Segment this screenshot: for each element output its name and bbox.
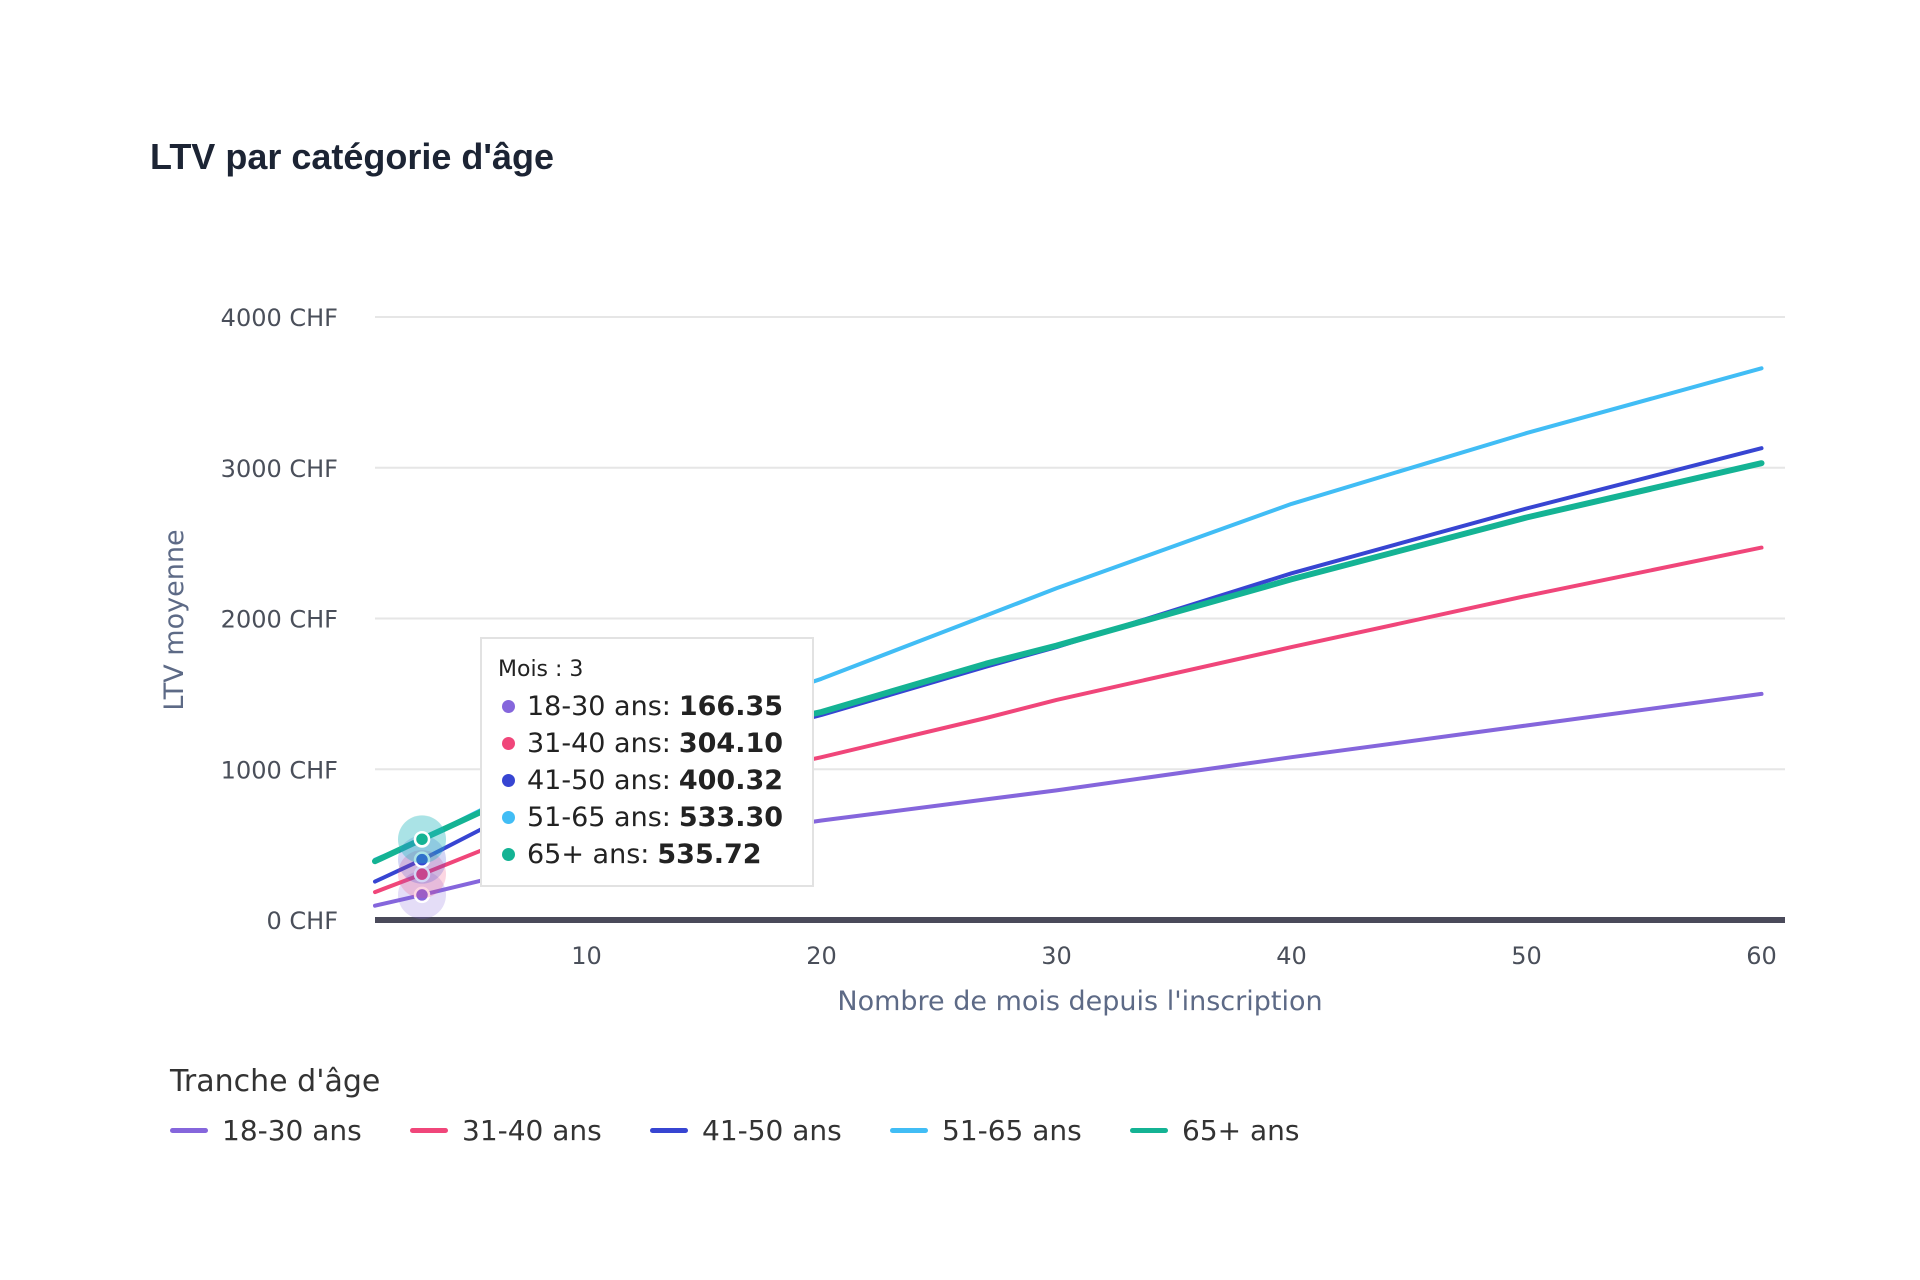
tooltip-series-label: 31-40 ans:: [527, 728, 671, 759]
legend-swatch-icon: [170, 1128, 208, 1133]
y-tick-label: 3000 CHF: [221, 455, 338, 483]
y-tick-label: 4000 CHF: [221, 304, 338, 332]
x-tick-label: 10: [571, 942, 602, 970]
tooltip-series-label: 41-50 ans:: [527, 765, 671, 796]
y-tick-label: 2000 CHF: [221, 606, 338, 634]
y-axis-title: LTV moyenne: [159, 529, 190, 710]
x-tick-label: 60: [1746, 942, 1777, 970]
legend-label: 51-65 ans: [942, 1114, 1082, 1147]
x-tick-label: 50: [1511, 942, 1542, 970]
legend-label: 18-30 ans: [222, 1114, 362, 1147]
tooltip-series-label: 18-30 ans:: [527, 691, 671, 722]
tooltip-series-label: 65+ ans:: [527, 839, 650, 870]
x-tick-label: 40: [1276, 942, 1307, 970]
tooltip-row: 31-40 ans: 304.10: [498, 725, 812, 762]
series-dot-icon: [502, 700, 515, 713]
series-dot-icon: [502, 774, 515, 787]
y-tick-label: 0 CHF: [266, 907, 338, 935]
legend-item[interactable]: 51-65 ans: [890, 1114, 1130, 1147]
x-axis-title: Nombre de mois depuis l'inscription: [837, 986, 1322, 1017]
x-tick-labels: 10 20 30 40 50 60: [571, 942, 1777, 970]
tooltip-row: 51-65 ans: 533.30: [498, 799, 812, 836]
legend-title: Tranche d'âge: [170, 1064, 381, 1099]
series-lines[interactable]: [372, 366, 1765, 908]
tooltip-series-value: 535.72: [657, 839, 762, 870]
tooltip-series-value: 400.32: [678, 765, 784, 796]
hover-point: [413, 886, 431, 904]
legend-label: 31-40 ans: [462, 1114, 602, 1147]
legend-label: 65+ ans: [1182, 1114, 1300, 1147]
tooltip-series-value: 533.30: [678, 802, 784, 833]
legend: 18-30 ans 31-40 ans 41-50 ans 51-65 ans 65+ …: [170, 1114, 1370, 1147]
hover-tooltip: Mois : 3 18-30 ans: 166.35 31-40 ans: 304.1…: [480, 637, 814, 887]
series-line-18-30-ans[interactable]: [373, 691, 1764, 908]
series-dot-icon: [502, 737, 515, 750]
tooltip-series-value: 166.35: [678, 691, 784, 722]
y-tick-labels: 0 CHF 1000 CHF 2000 CHF 3000 CHF 4000 CHF: [221, 304, 338, 935]
x-tick-label: 30: [1041, 942, 1072, 970]
series-line-31-40-ans[interactable]: [373, 545, 1764, 895]
hover-point: [413, 851, 431, 868]
series-line-65-ans[interactable]: [372, 460, 1765, 865]
legend-item[interactable]: 31-40 ans: [410, 1114, 650, 1147]
legend-item[interactable]: 18-30 ans: [170, 1114, 410, 1147]
legend-item[interactable]: 65+ ans: [1130, 1114, 1370, 1147]
hover-markers: [398, 815, 446, 919]
y-tick-label: 1000 CHF: [221, 756, 338, 784]
tooltip-rows: 18-30 ans: 166.35 31-40 ans: 304.10 41-50 an…: [498, 688, 812, 873]
legend-swatch-icon: [890, 1128, 928, 1133]
series-dot-icon: [502, 811, 515, 824]
tooltip-row: 65+ ans: 535.72: [498, 836, 812, 873]
tooltip-header: Mois : 3: [498, 657, 584, 682]
hover-point: [413, 830, 431, 848]
legend-item[interactable]: 41-50 ans: [650, 1114, 890, 1147]
legend-swatch-icon: [650, 1128, 688, 1133]
chart-title: LTV par catégorie d'âge: [150, 136, 554, 177]
legend-swatch-icon: [410, 1128, 448, 1133]
tooltip-series-label: 51-65 ans:: [527, 802, 671, 833]
tooltip-row: 41-50 ans: 400.32: [498, 762, 812, 799]
series-dot-icon: [502, 848, 515, 861]
legend-label: 41-50 ans: [702, 1114, 842, 1147]
tooltip-row: 18-30 ans: 166.35: [498, 688, 812, 725]
tooltip-series-value: 304.10: [678, 728, 784, 759]
legend-swatch-icon: [1130, 1128, 1168, 1133]
x-tick-label: 20: [806, 942, 837, 970]
